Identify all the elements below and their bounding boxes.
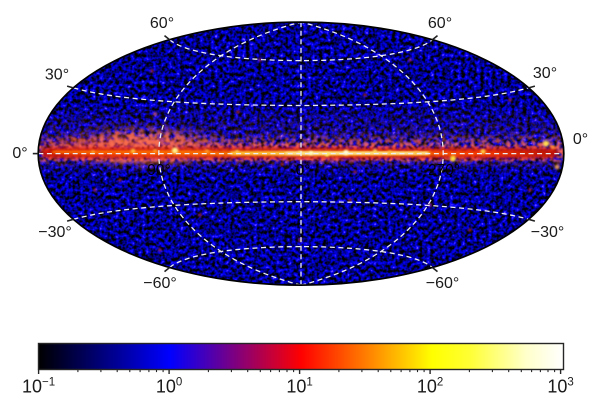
- svg-text:0°: 0°: [573, 131, 588, 148]
- svg-text:60°: 60°: [150, 15, 174, 32]
- svg-text:0°: 0°: [296, 162, 311, 179]
- svg-text:10−1: 10−1: [22, 377, 55, 397]
- svg-text:0°: 0°: [12, 145, 27, 162]
- svg-text:103: 103: [547, 377, 573, 397]
- svg-text:−60°: −60°: [143, 275, 177, 292]
- svg-text:30°: 30°: [45, 66, 69, 83]
- svg-text:90°: 90°: [147, 162, 170, 179]
- svg-text:−30°: −30°: [38, 224, 72, 241]
- svg-text:−30°: −30°: [531, 224, 565, 241]
- svg-text:270°: 270°: [428, 162, 460, 179]
- svg-text:100: 100: [156, 377, 182, 397]
- svg-text:102: 102: [417, 377, 443, 397]
- svg-text:−60°: −60°: [426, 275, 460, 292]
- svg-text:101: 101: [286, 377, 312, 397]
- svg-text:30°: 30°: [533, 65, 557, 82]
- svg-text:60°: 60°: [428, 15, 452, 32]
